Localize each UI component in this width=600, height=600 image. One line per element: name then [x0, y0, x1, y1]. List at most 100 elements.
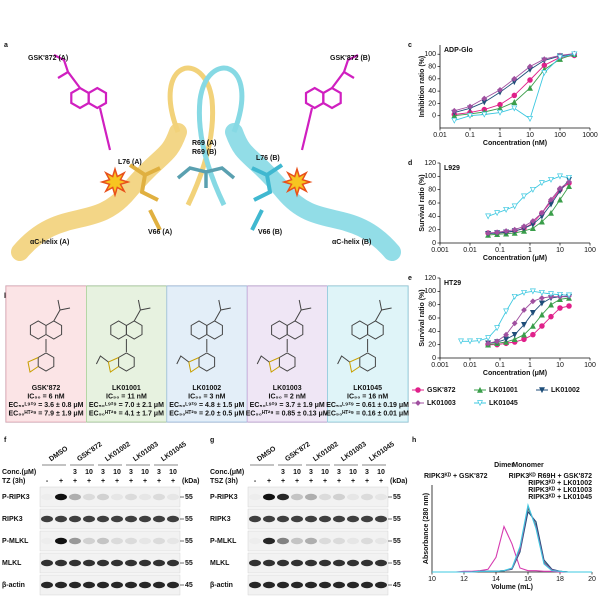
- data-point: [511, 331, 518, 338]
- treatment-sign: +: [379, 478, 383, 485]
- band: [111, 581, 123, 589]
- band: [97, 537, 109, 545]
- treatment-sign: +: [267, 478, 271, 485]
- y-tick-label: 120: [424, 160, 436, 167]
- data-point: [566, 174, 572, 181]
- group-label: LK01002: [104, 441, 132, 463]
- series-line: [432, 506, 592, 573]
- band: [83, 493, 95, 501]
- conc-value: 10: [85, 469, 93, 476]
- compound-metric: EC₅₀ᴸ⁹²⁹ = 3.7 ± 1.9 μM: [250, 402, 325, 409]
- ligand-stick: [300, 107, 314, 151]
- x-tick-label: 14: [492, 576, 500, 583]
- kda-value: 55: [185, 560, 193, 567]
- band: [41, 559, 53, 567]
- panel-label: f: [4, 437, 7, 444]
- data-point: [497, 109, 503, 116]
- band: [277, 581, 289, 589]
- band: [97, 515, 109, 523]
- band: [263, 559, 275, 567]
- data-point: [451, 117, 458, 124]
- series-line: [432, 524, 592, 573]
- chart-title: L929: [444, 165, 460, 172]
- x-tick-label: 16: [524, 576, 532, 583]
- residue-r69: [176, 166, 236, 188]
- kda-value: 55: [185, 538, 193, 545]
- legend-label: RIPK3ᴷᴰ + LK01003: [528, 487, 592, 494]
- band: [333, 493, 345, 501]
- panel-label: g: [210, 437, 214, 444]
- band: [97, 581, 109, 589]
- data-point: [529, 288, 536, 295]
- band: [333, 537, 345, 545]
- data-point: [530, 298, 536, 305]
- conc-value: 3: [73, 469, 77, 476]
- band: [305, 559, 317, 567]
- compound-name: LK01002: [192, 385, 221, 392]
- x-axis-label: Concentration (nM): [483, 140, 547, 147]
- treatment-sign: +: [115, 478, 119, 485]
- row-label: P-RIPK3: [210, 494, 238, 501]
- group-label: LK01003: [132, 441, 160, 463]
- band: [305, 537, 317, 545]
- data-point: [527, 84, 533, 91]
- treatment-label: TZ (3h): [2, 478, 25, 485]
- panel-label: c: [408, 42, 412, 49]
- x-tick-label: 20: [588, 576, 596, 583]
- conc-value: 3: [337, 469, 341, 476]
- loop-a: [167, 65, 216, 207]
- series-line: [432, 510, 592, 573]
- series-line: [487, 175, 570, 217]
- compound-metric: EC₅₀ᴸ⁹²⁹ = 0.61 ± 0.19 μM: [326, 402, 409, 409]
- data-point: [548, 291, 554, 298]
- band: [375, 581, 387, 589]
- data-point: [530, 218, 536, 224]
- y-tick-label: 80: [428, 187, 436, 194]
- structure-label: αC-helix (B): [332, 239, 371, 246]
- band: [263, 537, 275, 545]
- kda-value: 55: [393, 560, 401, 567]
- band: [277, 493, 289, 501]
- data-point: [485, 335, 492, 342]
- data-point: [548, 196, 554, 203]
- band: [319, 559, 331, 567]
- legend-marker: [415, 387, 421, 393]
- band: [139, 581, 151, 589]
- data-point: [541, 56, 548, 62]
- data-point: [557, 196, 563, 203]
- band: [319, 537, 331, 545]
- data-point: [503, 331, 509, 338]
- data-point: [539, 295, 545, 301]
- series-line: [488, 296, 569, 344]
- bond: [27, 357, 39, 373]
- band: [55, 581, 67, 589]
- data-point: [503, 336, 510, 343]
- band: [139, 493, 151, 501]
- treatment-sign: +: [101, 478, 105, 485]
- structure-label: V66 (B): [258, 229, 282, 236]
- data-point: [485, 340, 491, 347]
- data-point: [485, 213, 492, 220]
- y-tick-label: 0: [432, 240, 436, 247]
- x-tick-label: 0.1: [495, 362, 505, 369]
- series-line: [432, 504, 592, 573]
- conc-value: 3: [365, 469, 369, 476]
- row-label: MLKL: [210, 560, 230, 567]
- ring: [367, 320, 384, 340]
- band: [139, 515, 151, 523]
- band: [319, 515, 331, 523]
- band: [249, 559, 261, 567]
- compound-metric: EC₅₀ᴸ⁹²⁹ = 7.0 ± 2.1 μM: [89, 402, 164, 409]
- band: [125, 493, 137, 501]
- band: [69, 493, 81, 501]
- data-point: [548, 209, 554, 216]
- x-tick-label: 0.1: [465, 132, 475, 139]
- data-point: [481, 111, 488, 118]
- y-tick-label: 0: [432, 355, 436, 362]
- clash-star: [281, 166, 313, 198]
- band: [41, 515, 53, 523]
- data-point: [476, 337, 482, 344]
- ring: [322, 86, 342, 110]
- band: [153, 493, 165, 501]
- structure-label: R69 (B): [192, 149, 217, 156]
